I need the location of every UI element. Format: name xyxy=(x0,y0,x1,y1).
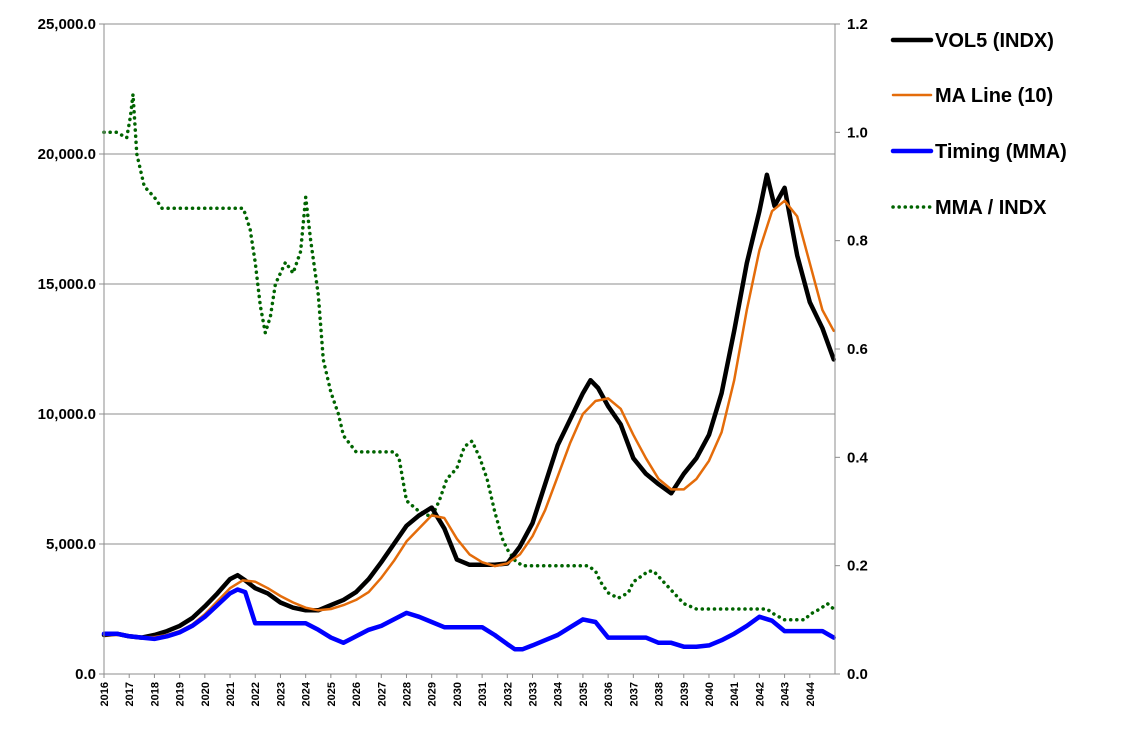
right-tick-label-1: 0.2 xyxy=(847,558,868,575)
x-tick-label-0: 2016 xyxy=(99,682,111,706)
right-tick-label-3: 0.6 xyxy=(847,341,868,358)
series-line-ma-line-10 xyxy=(102,199,835,639)
x-tick-label-5: 2021 xyxy=(225,682,237,706)
x-tick-label-4: 2020 xyxy=(200,682,212,706)
right-tick-label-6: 1.2 xyxy=(847,16,868,33)
left-tick-label-4: 20,000.0 xyxy=(38,146,96,163)
left-tick-label-2: 10,000.0 xyxy=(38,406,96,423)
x-tick-label-10: 2026 xyxy=(351,682,363,706)
left-tick-label-0: 0.0 xyxy=(75,666,96,683)
x-tick-label-3: 2019 xyxy=(175,682,187,706)
x-tick-label-22: 2038 xyxy=(654,682,666,706)
x-tick-label-2: 2018 xyxy=(149,682,161,706)
x-tick-label-17: 2033 xyxy=(528,682,540,706)
right-axis-tick-labels: 0.0 0.2 0.4 0.6 0.8 1.0 1.2 xyxy=(835,16,869,683)
x-axis-tick-labels: 2016 2017 2018 2019 2020 2021 2022 2023 2024 2025… xyxy=(99,674,817,706)
x-tick-label-13: 2029 xyxy=(427,682,439,706)
x-tick-label-21: 2037 xyxy=(628,682,640,706)
x-tick-label-11: 2027 xyxy=(376,682,388,706)
x-tick-label-12: 2028 xyxy=(402,682,414,706)
x-tick-label-15: 2031 xyxy=(477,682,489,706)
x-tick-label-28: 2044 xyxy=(805,681,817,706)
series-line-timing-mma xyxy=(101,587,836,652)
series-lines xyxy=(101,92,836,652)
series-line-mma-indx xyxy=(102,92,836,622)
x-tick-label-27: 2043 xyxy=(780,682,792,706)
x-tick-label-8: 2024 xyxy=(301,681,313,706)
x-tick-label-6: 2022 xyxy=(250,682,262,706)
plot-area xyxy=(103,23,836,675)
x-tick-label-18: 2034 xyxy=(553,681,565,706)
x-tick-label-20: 2036 xyxy=(603,682,615,706)
left-tick-label-3: 15,000.0 xyxy=(38,276,96,293)
right-tick-label-4: 0.8 xyxy=(847,233,868,250)
legend-label-mma-indx: MMA / INDX xyxy=(935,197,1047,219)
x-tick-label-19: 2035 xyxy=(578,682,590,706)
x-tick-label-24: 2040 xyxy=(704,682,716,706)
x-tick-label-1: 2017 xyxy=(124,682,136,706)
x-tick-label-14: 2030 xyxy=(452,682,464,706)
right-tick-label-5: 1.0 xyxy=(847,124,868,141)
left-tick-label-1: 5,000.0 xyxy=(46,536,96,553)
left-axis-tick-labels: 0.0 5,000.0 10,000.0 15,000.0 20,000.0 25,000… xyxy=(38,16,104,683)
x-tick-label-9: 2025 xyxy=(326,682,338,706)
x-tick-label-16: 2032 xyxy=(502,682,514,706)
left-tick-label-5: 25,000.0 xyxy=(38,16,96,33)
plot-background xyxy=(103,23,836,675)
right-tick-label-0: 0.0 xyxy=(847,666,868,683)
legend-label-timing-mma: Timing (MMA) xyxy=(935,141,1067,163)
legend-label-vol5-indx: VOL5 (INDX) xyxy=(935,30,1054,52)
x-tick-label-23: 2039 xyxy=(679,682,691,706)
x-tick-label-7: 2023 xyxy=(275,682,287,706)
legend-label-ma-line-10: MA Line (10) xyxy=(935,85,1053,107)
x-tick-label-26: 2042 xyxy=(754,682,766,706)
legend: VOL5 (INDX) MA Line (10) Timing (MMA) MMA /… xyxy=(890,30,1067,219)
series-line-vol5-indx xyxy=(101,172,836,640)
x-tick-label-25: 2041 xyxy=(729,682,741,706)
right-tick-label-2: 0.4 xyxy=(847,449,869,466)
